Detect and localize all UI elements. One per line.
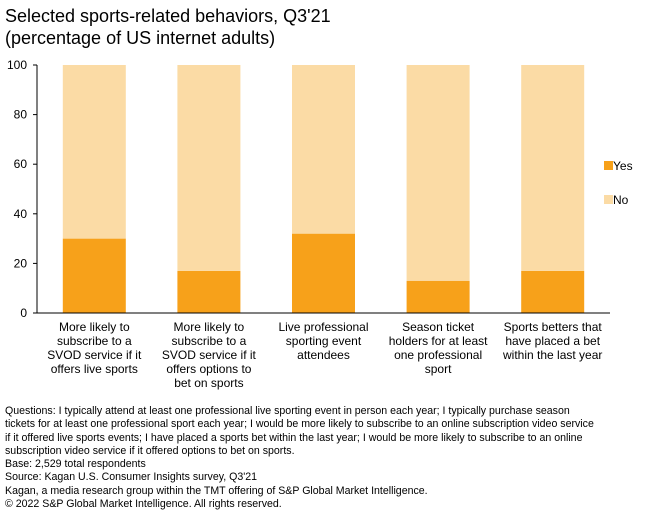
x-category-label-line: Sports betters that <box>504 320 603 334</box>
x-category-label-line: holders for at least <box>389 334 488 348</box>
x-category-label-line: bet on sports <box>174 376 243 390</box>
legend-swatch-no <box>604 195 613 204</box>
y-tick-label: 20 <box>14 256 28 270</box>
x-category-label: Live professional sporting event attendees <box>278 320 368 362</box>
bar-no <box>521 65 585 271</box>
x-category-label: Sports betters that have placed a bet with… <box>502 320 602 362</box>
x-category-label: More likely to subscribe to a SVOD service… <box>47 320 142 376</box>
bar-yes <box>62 238 126 313</box>
bar-yes <box>292 233 355 313</box>
x-category-label-line: SVOD service if it <box>47 348 142 362</box>
note-line: subscription video service if it offered… <box>5 444 295 457</box>
footnotes: Questions: I typically attend at least o… <box>5 405 657 511</box>
x-category-label-line: SVOD service if it <box>162 348 257 362</box>
note-line: if it offered live sports events; I have… <box>5 431 583 444</box>
x-category-label-line: sport <box>425 362 452 376</box>
x-category-label-line: subscribe to a <box>57 334 132 348</box>
x-category-label-line: Season ticket <box>402 320 475 334</box>
publisher-note: Kagan, a media research group within the… <box>5 484 428 497</box>
x-category-label-line: within the last year <box>502 348 602 362</box>
bar-no <box>406 65 470 281</box>
bar-yes <box>177 270 241 313</box>
copyright-note: © 2022 S&P Global Market Intelligence. A… <box>5 498 282 511</box>
x-category-label-line: offers options to <box>166 362 251 376</box>
note-line: tickets for at least one professional sp… <box>5 418 594 431</box>
bar-yes <box>406 280 470 313</box>
x-category-label-line: one professional <box>394 348 482 362</box>
chart-title-line-1: Selected sports-related behaviors, Q3'21 <box>5 6 331 26</box>
bar-no <box>62 65 126 239</box>
x-category-label-line: More likely to <box>59 320 130 334</box>
y-tick-label: 0 <box>20 306 27 320</box>
y-tick-label: 80 <box>14 108 28 122</box>
bar-no <box>177 65 241 271</box>
x-category-label-line: have placed a bet <box>505 334 600 348</box>
x-category-label-line: offers live sports <box>51 362 138 376</box>
chart-title: Selected sports-related behaviors, Q3'21… <box>5 5 331 49</box>
legend-swatch-yes <box>604 161 613 170</box>
y-tick-label: 60 <box>14 157 28 171</box>
chart-title-line-2: (percentage of US internet adults) <box>5 28 276 48</box>
legend-label-no: No <box>613 193 629 207</box>
x-category-label: Season ticket holders for at least one pro… <box>389 320 488 376</box>
x-category-label: More likely to subscribe to a SVOD service… <box>162 320 257 390</box>
y-tick-label: 40 <box>14 207 28 221</box>
bar-no <box>292 65 355 234</box>
x-category-label-line: sporting event <box>286 334 362 348</box>
bar-yes <box>521 270 585 313</box>
note-line: Questions: I typically attend at least o… <box>5 405 570 417</box>
x-category-label-line: attendees <box>297 348 350 362</box>
base-note: Base: 2,529 total respondents <box>5 458 146 471</box>
x-category-label-line: More likely to <box>174 320 245 334</box>
x-category-label-line: Live professional <box>278 320 368 334</box>
x-category-label-line: subscribe to a <box>172 334 247 348</box>
legend-label-yes: Yes <box>613 159 633 173</box>
source-note: Source: Kagan U.S. Consumer Insights sur… <box>5 471 258 484</box>
y-tick-label: 100 <box>7 58 27 72</box>
